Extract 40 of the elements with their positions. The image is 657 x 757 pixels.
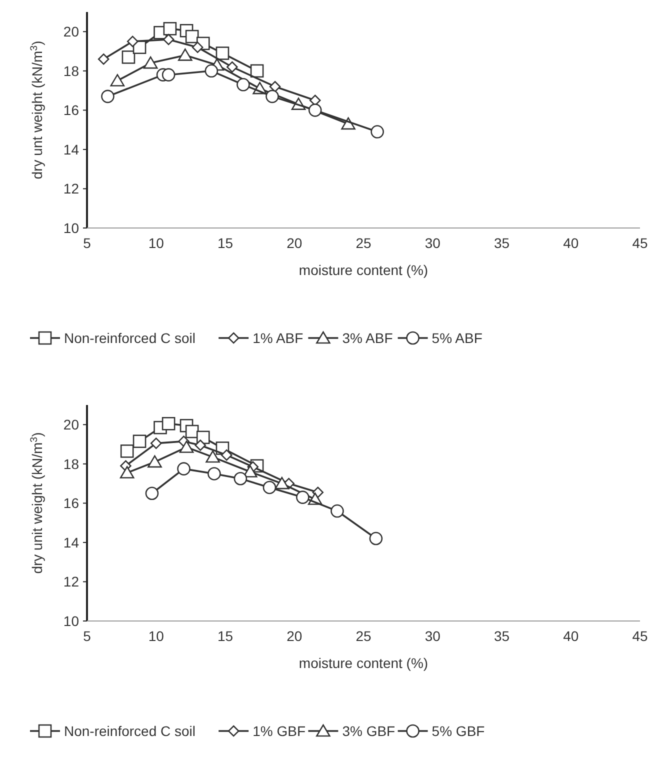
legend-label: 3% ABF bbox=[342, 330, 393, 346]
y-tick-label: 16 bbox=[63, 495, 80, 512]
legend-label: 1% GBF bbox=[252, 723, 306, 739]
legend-label: 5% GBF bbox=[432, 723, 485, 739]
x-tick-label: 35 bbox=[494, 235, 510, 251]
x-tick-label: 40 bbox=[563, 235, 579, 251]
legend-label: 1% ABF bbox=[252, 330, 304, 346]
y-tick-label: 20 bbox=[63, 416, 80, 433]
x-tick-label: 45 bbox=[632, 235, 648, 251]
x-axis-title: moisture content (%) bbox=[298, 655, 428, 671]
x-tick-label: 5 bbox=[83, 628, 92, 644]
x-tick-label: 15 bbox=[217, 235, 234, 251]
y-tick-label: 16 bbox=[63, 102, 80, 118]
legend-label: 3% GBF bbox=[342, 723, 396, 739]
x-tick-label: 30 bbox=[424, 628, 441, 644]
x-tick-label: 35 bbox=[494, 628, 510, 644]
y-tick-label: 14 bbox=[63, 534, 80, 550]
y-tick-label: 10 bbox=[63, 612, 80, 629]
x-tick-label: 15 bbox=[217, 628, 234, 644]
x-tick-label: 40 bbox=[563, 628, 579, 644]
x-tick-label: 25 bbox=[356, 628, 372, 644]
y-tick-label: 12 bbox=[63, 180, 80, 197]
x-tick-label: 30 bbox=[424, 235, 441, 251]
y-tick-label: 10 bbox=[63, 220, 80, 236]
x-tick-label: 20 bbox=[286, 235, 302, 251]
y-tick-label: 18 bbox=[63, 456, 80, 472]
x-tick-label: 25 bbox=[356, 235, 372, 251]
y-tick-label: 14 bbox=[63, 141, 80, 158]
y-tick-label: 18 bbox=[63, 62, 80, 79]
x-tick-label: 10 bbox=[148, 235, 164, 251]
x-tick-label: 10 bbox=[148, 628, 164, 644]
legend-label: Non-reinforced C soil bbox=[64, 723, 196, 739]
legend-label: 5% ABF bbox=[432, 330, 482, 346]
x-axis-title: moisture content (%) bbox=[298, 262, 428, 278]
x-tick-label: 5 bbox=[83, 235, 92, 251]
x-tick-label: 45 bbox=[632, 628, 648, 644]
y-tick-label: 12 bbox=[63, 574, 80, 590]
y-tick-label: 20 bbox=[63, 24, 80, 40]
legend-label: Non-reinforced C soil bbox=[64, 330, 196, 346]
x-tick-label: 20 bbox=[286, 628, 302, 644]
